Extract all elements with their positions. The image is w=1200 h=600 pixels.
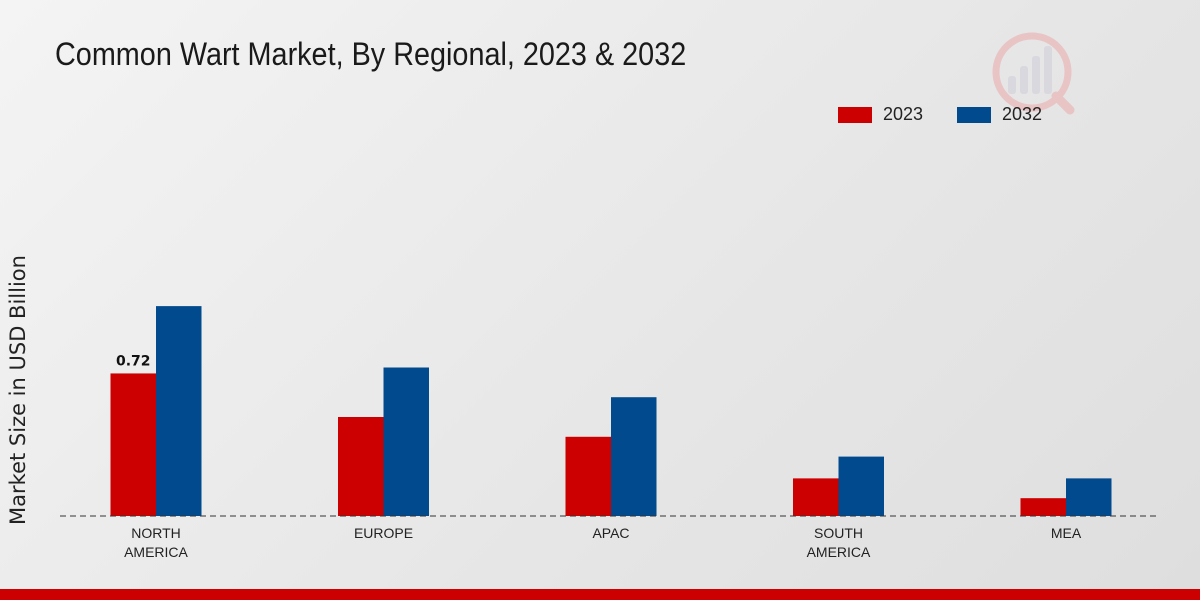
bar-2023-north-america [110,373,156,516]
x-tick-label-north-america: NORTH AMERICA [124,525,188,560]
x-tick-label-europe: EUROPE [354,525,413,541]
bar-2023-mea [1020,498,1066,516]
footer-accent-bar [0,589,1200,600]
bar-2032-south-america [838,456,884,516]
legend-label-2032: 2032 [1002,104,1043,124]
bar-2023-apac [565,436,611,516]
bar-2023-europe [338,417,384,516]
brand-logo-icon [990,30,1080,124]
bar-2023-south-america [793,478,839,516]
data-label-2023-0: 0.72 [116,353,151,369]
legend-swatch-2032 [957,106,991,123]
x-tick-label-south-america: SOUTH AMERICA [807,525,871,560]
bar-2032-mea [1066,478,1112,516]
legend-label-2023: 2023 [883,104,924,124]
bar-2032-north-america [156,306,202,516]
bar-2032-apac [611,397,657,516]
legend-item-2023: 2023 [838,104,923,125]
x-tick-label-apac: APAC [592,525,629,541]
legend-item-2032: 2032 [957,104,1042,125]
x-tick-label-mea: MEA [1051,525,1082,541]
bar-2032-europe [383,367,429,516]
legend-swatch-2023 [838,106,872,123]
chart-title: Common Wart Market, By Regional, 2023 & … [55,36,687,72]
